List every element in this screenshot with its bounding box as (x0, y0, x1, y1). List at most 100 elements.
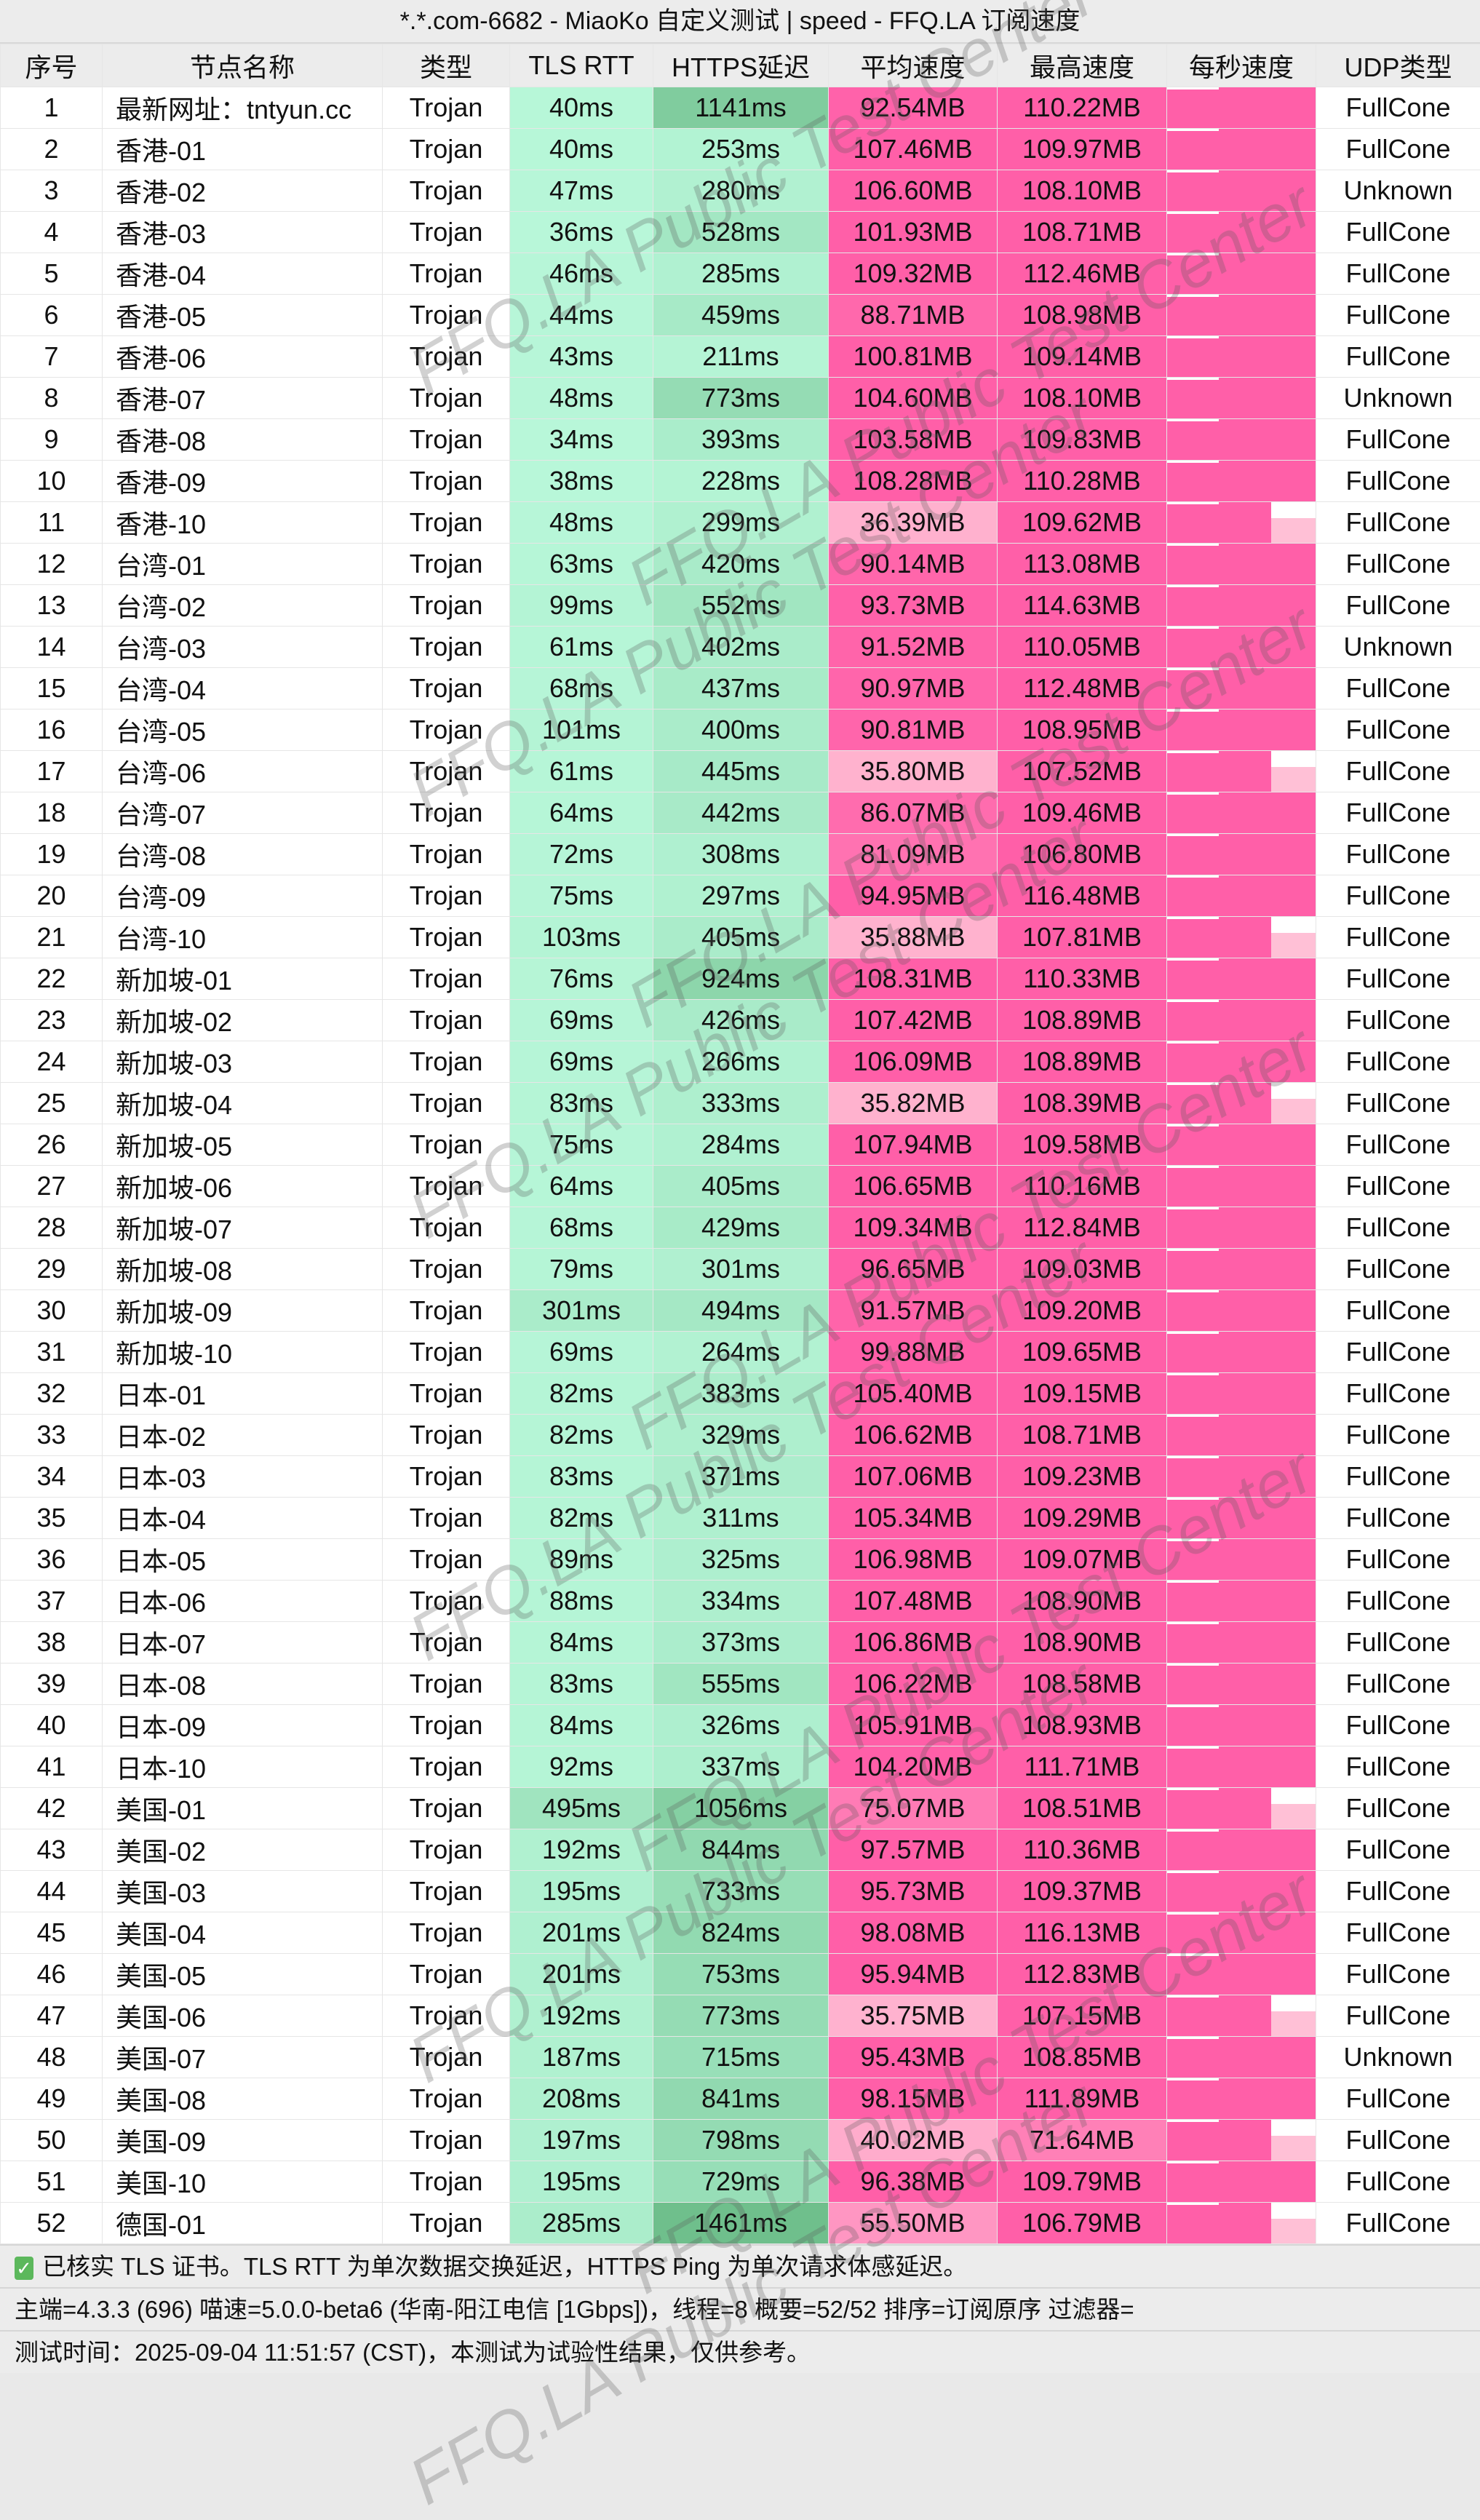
cell-per-second-speed (1167, 1166, 1316, 1207)
cell-index: 26 (1, 1124, 103, 1166)
cell-tls-rtt: 83ms (510, 1083, 653, 1124)
speed-bar (1167, 836, 1219, 875)
cell-tls-rtt: 47ms (510, 170, 653, 212)
cell-tls-rtt: 201ms (510, 1912, 653, 1954)
cell-per-second-speed (1167, 1290, 1316, 1332)
cell-tls-rtt: 301ms (510, 1290, 653, 1332)
cell-udp-type: FullCone (1316, 1581, 1480, 1622)
cell-index: 51 (1, 2161, 103, 2203)
speed-bar (1271, 1000, 1316, 1041)
cell-tls-rtt: 84ms (510, 1705, 653, 1746)
cell-tls-rtt: 64ms (510, 792, 653, 834)
cell-https-delay: 729ms (653, 2161, 829, 2203)
cell-https-delay: 773ms (653, 378, 829, 419)
cell-max-speed: 109.62MB (998, 502, 1167, 544)
speed-bar (1219, 419, 1270, 460)
cell-udp-type: FullCone (1316, 1332, 1480, 1373)
cell-avg-speed: 95.73MB (829, 1871, 998, 1912)
cell-per-second-speed (1167, 1539, 1316, 1581)
cell-node-name: 美国-06 (103, 1995, 383, 2037)
cell-type: Trojan (383, 1124, 510, 1166)
cell-tls-rtt: 103ms (510, 917, 653, 958)
cell-type: Trojan (383, 1954, 510, 1995)
cell-https-delay: 753ms (653, 1954, 829, 1995)
cell-max-speed: 109.07MB (998, 1539, 1167, 1581)
speed-bar (1271, 378, 1316, 418)
cell-type: Trojan (383, 1332, 510, 1373)
speed-bar (1167, 1375, 1219, 1414)
cell-https-delay: 1461ms (653, 2203, 829, 2244)
cell-max-speed: 109.58MB (998, 1124, 1167, 1166)
cell-avg-speed: 109.34MB (829, 1207, 998, 1249)
cell-https-delay: 297ms (653, 875, 829, 917)
cell-tls-rtt: 82ms (510, 1415, 653, 1456)
speed-bar (1271, 1804, 1316, 1829)
speed-bar (1219, 2120, 1270, 2161)
speed-bar (1271, 792, 1316, 833)
cell-type: Trojan (383, 1829, 510, 1871)
speed-bar (1271, 585, 1316, 626)
cell-avg-speed: 35.80MB (829, 751, 998, 792)
cell-type: Trojan (383, 834, 510, 875)
cell-node-name: 台湾-02 (103, 585, 383, 627)
cell-avg-speed: 106.98MB (829, 1539, 998, 1581)
cell-tls-rtt: 99ms (510, 585, 653, 627)
cell-tls-rtt: 195ms (510, 2161, 653, 2203)
cell-max-speed: 108.95MB (998, 710, 1167, 751)
cell-udp-type: FullCone (1316, 917, 1480, 958)
cell-index: 32 (1, 1373, 103, 1415)
speed-bar (1219, 1705, 1270, 1746)
cell-per-second-speed (1167, 1829, 1316, 1871)
cell-avg-speed: 106.09MB (829, 1041, 998, 1083)
cell-avg-speed: 108.28MB (829, 461, 998, 502)
cell-node-name: 日本-09 (103, 1705, 383, 1746)
cell-udp-type: FullCone (1316, 1456, 1480, 1498)
cell-max-speed: 114.63MB (998, 585, 1167, 627)
cell-per-second-speed (1167, 502, 1316, 544)
speed-bar (1219, 1124, 1270, 1165)
cell-https-delay: 405ms (653, 917, 829, 958)
speed-bar (1219, 544, 1270, 584)
cell-node-name: 台湾-01 (103, 544, 383, 585)
cell-udp-type: FullCone (1316, 1995, 1480, 2037)
cell-per-second-speed (1167, 1124, 1316, 1166)
speed-bar (1167, 795, 1219, 833)
speed-bar (1167, 546, 1219, 584)
cell-node-name: 日本-01 (103, 1373, 383, 1415)
speed-bar (1219, 792, 1270, 833)
cell-avg-speed: 106.86MB (829, 1622, 998, 1664)
cell-tls-rtt: 83ms (510, 1456, 653, 1498)
cell-tls-rtt: 208ms (510, 2078, 653, 2120)
cell-avg-speed: 105.34MB (829, 1498, 998, 1539)
cell-node-name: 香港-02 (103, 170, 383, 212)
cell-max-speed: 108.90MB (998, 1581, 1167, 1622)
cell-https-delay: 383ms (653, 1373, 829, 1415)
cell-https-delay: 284ms (653, 1124, 829, 1166)
cell-max-speed: 112.84MB (998, 1207, 1167, 1249)
footer-config: 主端=4.3.3 (696) 喵速=5.0.0-beta6 (华南-阳江电信 [… (0, 2287, 1480, 2330)
cell-udp-type: FullCone (1316, 1166, 1480, 1207)
speed-bar (1167, 1583, 1219, 1621)
cell-per-second-speed (1167, 1000, 1316, 1041)
cell-type: Trojan (383, 295, 510, 336)
speed-bar (1271, 2078, 1316, 2119)
cell-type: Trojan (383, 1498, 510, 1539)
speed-bar (1271, 2011, 1316, 2036)
cell-index: 19 (1, 834, 103, 875)
cell-tls-rtt: 61ms (510, 751, 653, 792)
speed-bar (1167, 670, 1219, 709)
cell-https-delay: 393ms (653, 419, 829, 461)
speed-bar (1167, 1707, 1219, 1746)
cell-type: Trojan (383, 1083, 510, 1124)
